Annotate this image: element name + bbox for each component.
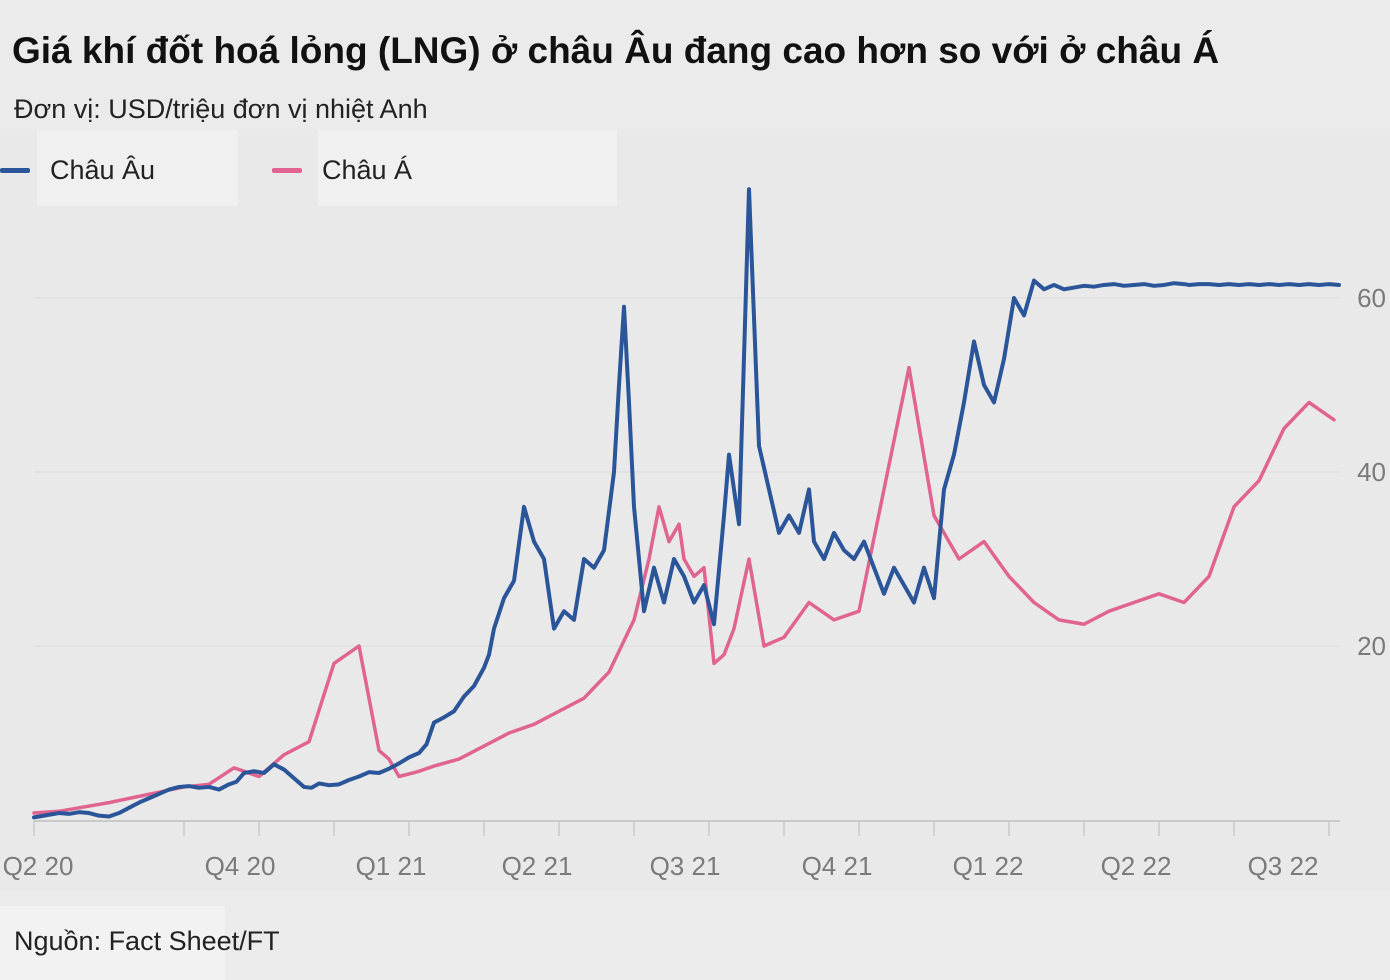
legend-item-europe: Châu Âu [0, 150, 155, 190]
chart-subtitle: Đơn vị: USD/triệu đơn vị nhiệt Anh [14, 94, 428, 124]
x-tick-label-6: Q1 22 [953, 851, 1024, 881]
legend-item-asia: Châu Á [272, 150, 412, 190]
source-note: Nguồn: Fact Sheet/FT [14, 926, 280, 956]
y-tick-label-1: 40 [1357, 457, 1386, 487]
x-tick-label-4: Q3 21 [650, 851, 721, 881]
x-tick-label-5: Q4 21 [802, 851, 873, 881]
series-line-asia [32, 365, 1336, 815]
source-box [0, 906, 225, 980]
chart-area [0, 130, 1390, 890]
x-tick-label-0: Q2 20 [3, 851, 74, 881]
series-line-europe [32, 187, 1341, 820]
y-tick-label-0: 20 [1357, 631, 1386, 661]
x-tick-label-7: Q2 22 [1101, 851, 1172, 881]
legend-box-europe [37, 130, 238, 206]
x-tick-label-3: Q2 21 [502, 851, 573, 881]
chart-title: Giá khí đốt hoá lỏng (LNG) ở châu Âu đan… [12, 30, 1220, 71]
legend-label-asia: Châu Á [322, 154, 413, 185]
x-tick-label-1: Q4 20 [205, 851, 276, 881]
legend-label-europe: Châu Âu [50, 154, 156, 185]
legend-swatch-europe [0, 167, 30, 173]
x-tick-label-8: Q3 22 [1248, 851, 1319, 881]
y-tick-label-2: 60 [1357, 283, 1386, 313]
legend-swatch-asia [272, 167, 302, 173]
legend-box-asia [318, 130, 617, 206]
x-tick-label-2: Q1 21 [356, 851, 427, 881]
